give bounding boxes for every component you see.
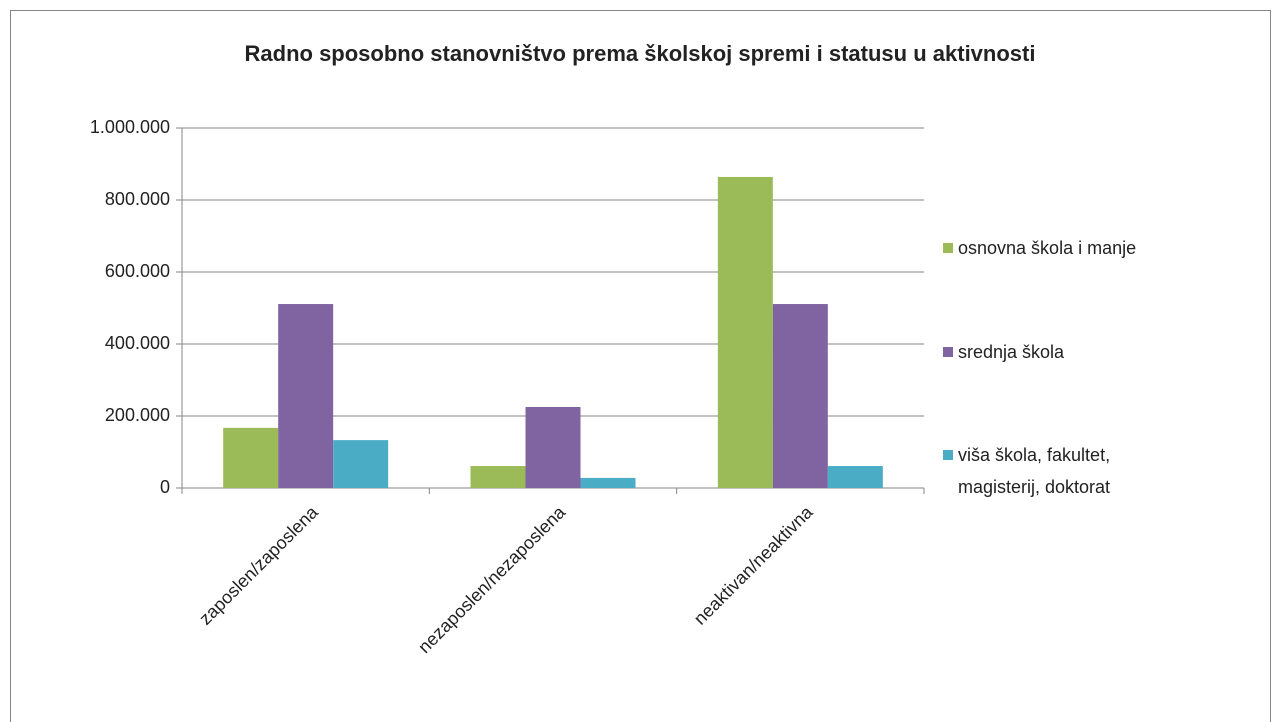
bar [580, 477, 636, 488]
bar [470, 466, 526, 488]
chart-border [10, 10, 1271, 722]
bar [223, 427, 279, 488]
y-tick-label: 1.000.000 [90, 117, 170, 137]
y-tick-label: 800.000 [105, 189, 170, 209]
legend-label: viša škola, fakultet, magisterij, doktor… [958, 445, 1111, 497]
y-tick-label: 600.000 [105, 261, 170, 281]
legend-swatch [943, 243, 953, 253]
legend-label: srednja škola [958, 342, 1065, 362]
bar [717, 176, 773, 488]
legend-item: viša škola, fakultet, magisterij, doktor… [940, 439, 1140, 503]
legend-item: osnovna škola i manje [940, 232, 1140, 264]
bar [525, 407, 581, 488]
bar [772, 304, 828, 488]
chart-title: Radno sposobno stanovništvo prema školsk… [245, 41, 1036, 66]
legend-swatch [943, 347, 953, 357]
y-tick-label: 200.000 [105, 405, 170, 425]
bar [827, 466, 883, 488]
y-tick-label: 400.000 [105, 333, 170, 353]
bar [278, 304, 334, 488]
legend-swatch [943, 450, 953, 460]
legend-label: osnovna škola i manje [958, 238, 1137, 258]
legend-item: srednja škola [940, 336, 1140, 368]
y-tick-label: 0 [160, 477, 170, 497]
bar [333, 440, 389, 488]
